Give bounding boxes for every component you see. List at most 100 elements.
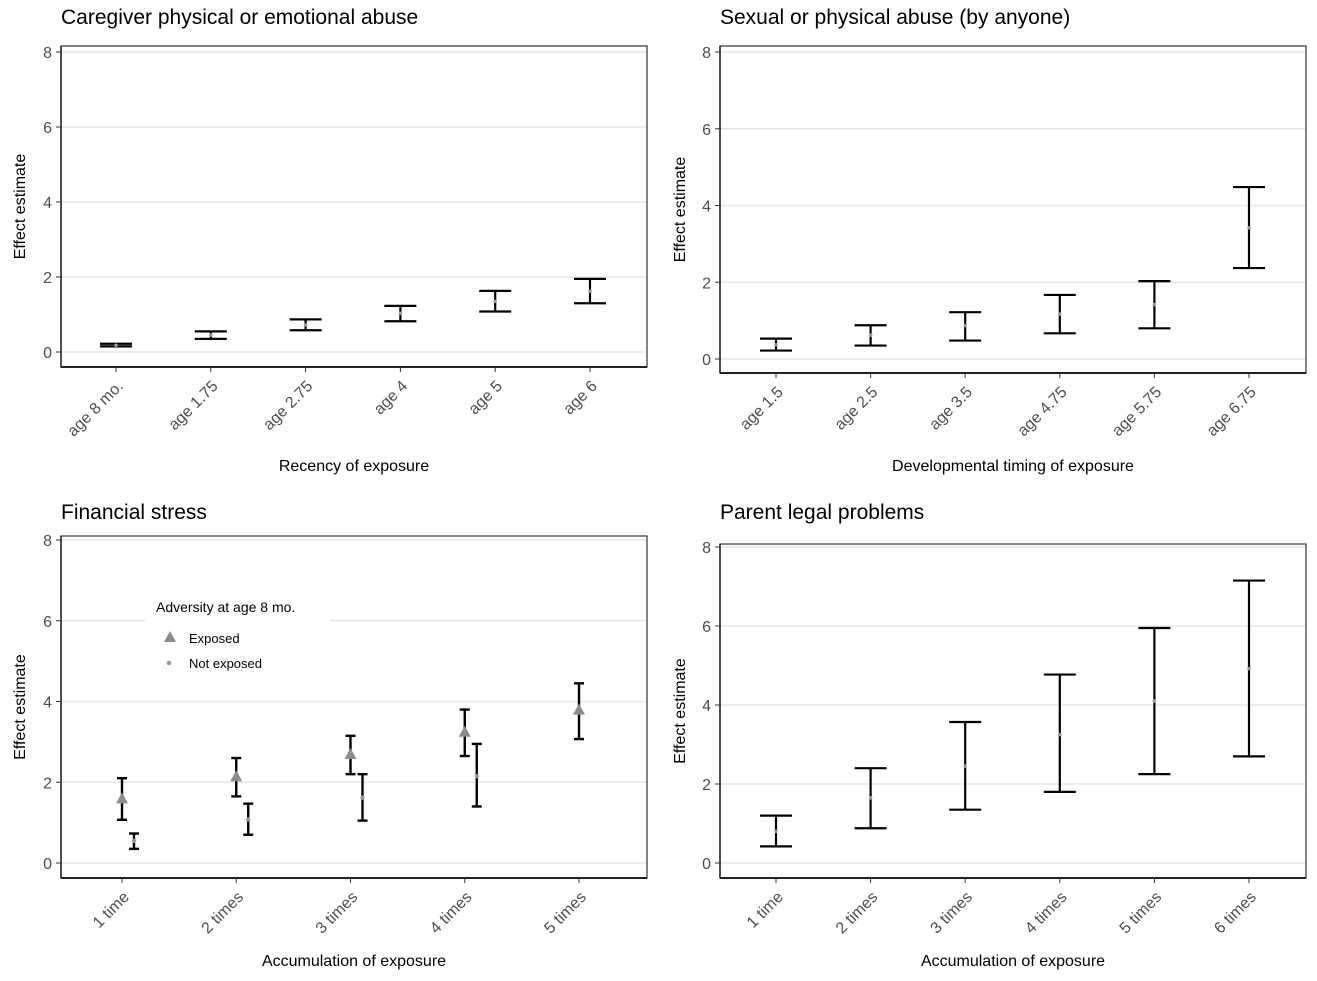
y-tick-label: 6 xyxy=(43,614,52,631)
x-tick-label: age 1.5 xyxy=(737,384,787,434)
legend-item-exposed: Exposed xyxy=(189,631,240,646)
y-tick-label: 2 xyxy=(702,275,711,292)
x-tick-label: age 6.75 xyxy=(1204,384,1260,440)
error-bar xyxy=(289,318,322,332)
error-bar xyxy=(230,756,243,798)
error-bar xyxy=(574,277,606,305)
plot-background xyxy=(61,46,647,367)
error-bar xyxy=(479,289,512,313)
y-tick-label: 0 xyxy=(702,352,711,369)
x-tick-label: 3 times xyxy=(313,889,361,937)
error-bar xyxy=(573,682,585,741)
y-tick-label: 2 xyxy=(43,775,52,792)
y-axis-label: Effect estimate xyxy=(12,654,29,760)
x-tick-label: 4 times xyxy=(427,889,475,937)
point-not-exposed xyxy=(246,817,251,822)
y-tick-label: 4 xyxy=(43,195,52,212)
point-exposed xyxy=(573,703,585,715)
point-estimate xyxy=(1152,699,1157,703)
x-axis-label: Accumulation of exposure xyxy=(921,953,1105,970)
x-tick-label: age 3.5 xyxy=(926,384,976,434)
x-tick-label: 5 times xyxy=(541,889,589,937)
legend-dot-icon xyxy=(166,660,172,666)
x-tick-label: 5 times xyxy=(1117,889,1165,937)
x-tick-label: age 1.75 xyxy=(166,378,222,434)
plot-background xyxy=(720,46,1306,373)
error-bar xyxy=(949,311,982,342)
point-estimate xyxy=(1152,302,1157,307)
error-bar xyxy=(1138,279,1171,330)
error-bar xyxy=(1043,293,1076,335)
y-tick-label: 2 xyxy=(43,270,52,287)
point-estimate xyxy=(1058,312,1062,316)
error-bar xyxy=(1043,673,1076,794)
error-bar xyxy=(243,802,254,836)
x-tick-label: age 2.75 xyxy=(260,378,316,434)
legend-title: Adversity at age 8 mo. xyxy=(156,599,295,615)
legend-background xyxy=(145,590,330,680)
x-tick-label: age 5.75 xyxy=(1109,384,1165,440)
point-estimate xyxy=(588,289,592,294)
error-bar xyxy=(129,832,139,851)
y-tick-label: 6 xyxy=(702,122,711,139)
y-axis-label: Effect estimate xyxy=(672,658,689,764)
plot-background xyxy=(720,544,1306,878)
error-bar xyxy=(194,330,227,340)
point-estimate xyxy=(868,796,873,800)
panel-4: 0 2 4 6 8 1 time 2 times 3 times 4 times 5 times 6… xyxy=(672,501,1307,970)
y-tick-label: 8 xyxy=(43,45,52,62)
error-bar xyxy=(384,304,417,323)
legend-triangle-icon xyxy=(164,631,176,642)
x-tick-label: age 4 xyxy=(371,378,411,418)
error-bar xyxy=(471,742,482,808)
error-bar xyxy=(949,720,982,811)
x-tick-label: age 6 xyxy=(560,378,600,418)
x-axis-label: Recency of exposure xyxy=(279,458,429,475)
error-bar xyxy=(116,777,128,821)
point-exposed xyxy=(116,792,128,804)
error-bar xyxy=(100,342,132,348)
error-bar xyxy=(760,337,792,352)
error-bar xyxy=(854,324,887,347)
point-estimate xyxy=(774,829,778,834)
panel-title: Parent legal problems xyxy=(720,501,924,524)
y-axis-label: Effect estimate xyxy=(12,154,29,260)
point-estimate xyxy=(774,343,778,347)
plot-background xyxy=(61,536,647,878)
error-bar xyxy=(1233,579,1265,758)
x-tick-label: 4 times xyxy=(1022,889,1070,937)
y-tick-label: 2 xyxy=(702,777,711,794)
y-tick-label: 6 xyxy=(702,619,711,636)
point-estimate xyxy=(398,311,403,316)
x-tick-label: 6 times xyxy=(1211,889,1259,937)
panel-title: Financial stress xyxy=(61,501,207,524)
x-tick-label: 3 times xyxy=(928,889,976,937)
panel-1: 0 2 4 6 8 age 8 mo. age 1.75 age 2.75 age 4 age 5… xyxy=(12,6,648,475)
x-tick-label: 1 time xyxy=(744,889,787,932)
x-tick-label: 2 times xyxy=(833,889,881,937)
error-bar xyxy=(1233,185,1265,270)
y-tick-label: 8 xyxy=(702,540,711,557)
point-exposed xyxy=(458,725,471,737)
point-estimate xyxy=(963,764,967,769)
error-bar xyxy=(760,814,792,848)
y-tick-label: 4 xyxy=(702,698,711,715)
error-bar xyxy=(1138,626,1171,776)
panel-2: 0 2 4 6 8 age 1.5 age 2.5 age 3.5 age 4.75 age 5.… xyxy=(672,6,1307,475)
y-tick-label: 0 xyxy=(43,856,52,873)
x-tick-label: 2 times xyxy=(199,889,247,937)
x-tick-label: age 5 xyxy=(466,378,506,418)
panel-3: 0 2 4 6 8 1 time 2 times 3 times 4 times 5 times F… xyxy=(12,501,648,970)
x-tick-label: age 4.75 xyxy=(1015,384,1071,440)
y-tick-label: 8 xyxy=(702,45,711,62)
point-exposed xyxy=(344,747,357,759)
point-estimate xyxy=(493,299,498,304)
error-bar xyxy=(357,772,368,822)
point-estimate xyxy=(963,323,967,328)
x-axis-label: Accumulation of exposure xyxy=(262,953,446,970)
legend-item-not-exposed: Not exposed xyxy=(189,656,262,671)
point-estimate xyxy=(1247,225,1251,230)
y-tick-label: 4 xyxy=(702,199,711,216)
error-bar xyxy=(458,708,471,758)
